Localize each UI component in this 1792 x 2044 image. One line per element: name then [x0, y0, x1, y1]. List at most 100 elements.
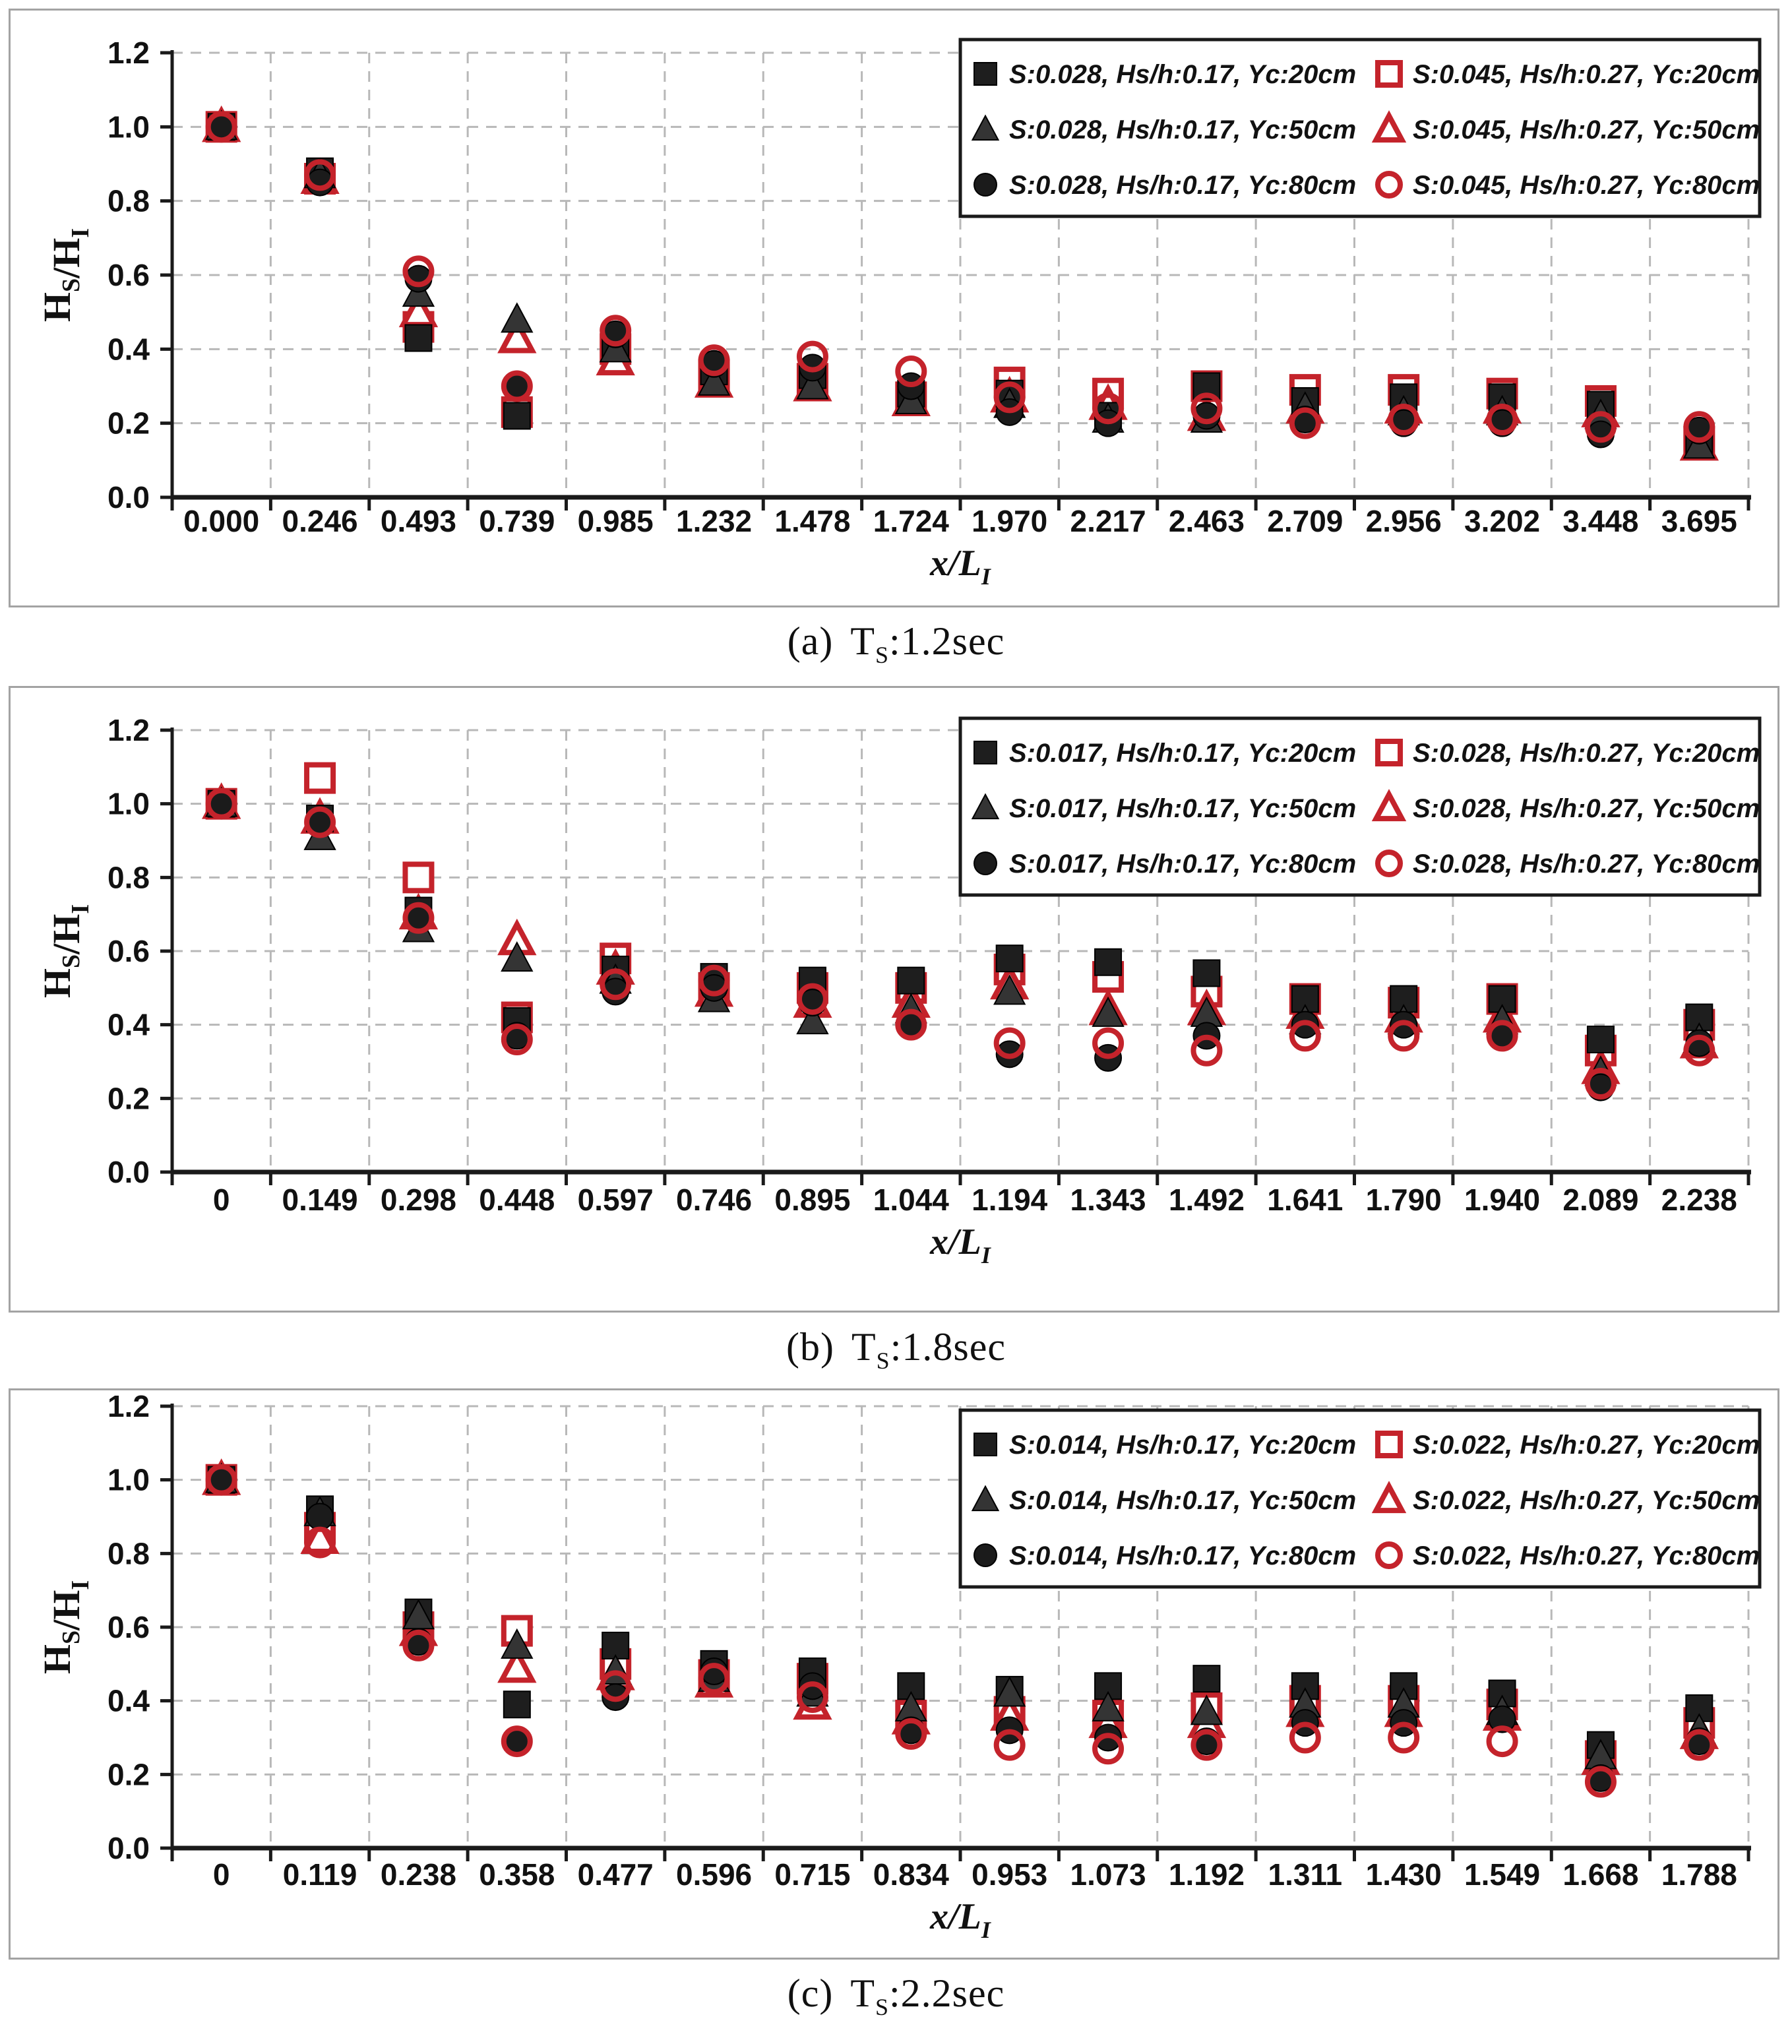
axes — [160, 1404, 1751, 1861]
x-tick-label: 1.641 — [1267, 1183, 1343, 1217]
caption-symbol-sub: S — [875, 1994, 889, 2020]
chart-b-canvas: 0.0 0.2 0.4 0.6 0.8 1.0 1.2 0 0.149 0.298 0.448 0.5… — [36, 713, 1762, 1268]
legend-label: S:0.028, Hs/h:0.27, Yc:80cm — [1413, 850, 1760, 879]
x-tick-label: 0.119 — [283, 1857, 357, 1892]
legend-label: S:0.017, Hs/h:0.17, Yc:50cm — [1009, 794, 1356, 823]
legend-label: S:0.014, Hs/h:0.17, Yc:20cm — [1009, 1431, 1356, 1460]
legend-label: S:0.028, Hs/h:0.17, Yc:50cm — [1009, 115, 1356, 144]
data-point — [402, 861, 435, 894]
data-point — [796, 1681, 828, 1714]
x-tick-label: 0.596 — [676, 1857, 752, 1892]
legend: S:0.028, Hs/h:0.17, Yc:20cm S:0.028, Hs/h… — [958, 38, 1762, 218]
data-point — [1388, 1721, 1420, 1754]
chart-panel-b: 0.0 0.2 0.4 0.6 0.8 1.0 1.2 0 0.149 0.298 0.448 0.5… — [9, 686, 1779, 1313]
data-point — [1190, 392, 1223, 425]
legend-label: S:0.028, Hs/h:0.17, Yc:80cm — [1009, 171, 1356, 200]
y-tick-label: 0.4 — [108, 332, 150, 366]
y-tick-label: 0.6 — [108, 1610, 150, 1644]
x-tick-label: 2.956 — [1366, 504, 1442, 538]
data-point — [1486, 1020, 1518, 1052]
x-tick-label: 0.834 — [873, 1857, 950, 1892]
legend-label: S:0.045, Hs/h:0.27, Yc:80cm — [1413, 171, 1760, 200]
y-tick-label: 0.0 — [108, 480, 150, 514]
data-point — [796, 1003, 829, 1035]
data-point — [304, 1526, 336, 1559]
x-tick-label: 0.358 — [479, 1857, 555, 1892]
x-tick-label: 3.202 — [1464, 504, 1540, 538]
data-point — [1289, 1020, 1321, 1052]
legend-marker-circle — [1375, 171, 1403, 199]
x-tick-labels: 0 0.149 0.298 0.448 0.597 0.746 0.895 1.044 1.19… — [213, 1183, 1737, 1217]
data-point — [402, 255, 435, 288]
x-tick-label: 0.238 — [381, 1857, 456, 1892]
series-red-circle — [205, 111, 1715, 443]
x-tick-label: 1.044 — [873, 1183, 950, 1217]
y-tick-label: 1.0 — [108, 787, 150, 821]
y-axis-title: HS/HI — [36, 1580, 94, 1674]
data-point — [897, 966, 925, 995]
data-point — [404, 324, 433, 352]
data-point — [995, 945, 1024, 973]
data-point — [501, 1024, 533, 1055]
legend-label: S:0.022, Hs/h:0.27, Yc:50cm — [1413, 1486, 1760, 1515]
data-point — [1488, 1705, 1516, 1733]
data-point — [1289, 407, 1321, 439]
legend-label: S:0.014, Hs/h:0.17, Yc:80cm — [1009, 1541, 1356, 1570]
x-tick-label: 0 — [213, 1183, 230, 1217]
x-tick-label: 1.492 — [1169, 1183, 1245, 1217]
x-tick-label: 0.246 — [282, 504, 358, 538]
data-point — [698, 344, 730, 377]
x-tick-label: 1.192 — [1169, 1857, 1245, 1892]
x-tick-label: 1.724 — [873, 504, 950, 538]
data-point — [1190, 1034, 1223, 1067]
caption-symbol: T — [851, 1325, 877, 1369]
x-tick-label: 1.788 — [1661, 1857, 1737, 1892]
y-tick-label: 0.2 — [108, 1757, 150, 1791]
data-point — [1190, 1694, 1223, 1725]
data-point — [698, 1663, 730, 1695]
data-point — [501, 941, 534, 972]
legend-marker-triangle — [1371, 789, 1407, 822]
data-point — [205, 788, 237, 820]
legend-marker-square — [973, 1433, 997, 1456]
data-point — [1584, 411, 1617, 443]
y-tick-label: 0.4 — [108, 1684, 150, 1718]
data-point — [1092, 1027, 1125, 1059]
caption-symbol: T — [850, 1971, 875, 2015]
x-tick-label: 0.715 — [774, 1857, 850, 1892]
data-point — [1683, 411, 1715, 443]
x-axis-title: x/LI — [929, 1896, 992, 1943]
legend-marker-triangle — [1371, 1481, 1407, 1514]
y-tick-label: 0.2 — [108, 1081, 150, 1115]
data-point — [1092, 392, 1125, 425]
y-tick-labels: 0.0 0.2 0.4 0.6 0.8 1.0 1.2 — [108, 713, 150, 1189]
x-tick-label: 1.549 — [1464, 1857, 1540, 1892]
series-red-circle — [205, 788, 1715, 1099]
y-tick-label: 0.0 — [108, 1831, 150, 1865]
caption-index: (b) — [786, 1325, 834, 1369]
x-tick-label: 0.597 — [578, 1183, 654, 1217]
chart-panel-c: 0.0 0.2 0.4 0.6 0.8 1.0 1.2 0 0.119 0.238 0.358 0.4… — [9, 1388, 1779, 1960]
legend-label: S:0.028, Hs/h:0.27, Yc:20cm — [1413, 739, 1760, 768]
data-point — [1388, 1020, 1420, 1052]
x-axis-title: x/LI — [929, 1222, 992, 1268]
axes — [160, 50, 1751, 511]
caption-suffix: :1.8sec — [890, 1325, 1006, 1369]
data-point — [895, 356, 927, 388]
x-tick-label: 0.298 — [381, 1183, 456, 1217]
legend-marker-square — [1375, 60, 1403, 88]
data-point — [501, 370, 533, 402]
legend-marker-circle — [973, 173, 997, 197]
data-point — [503, 1690, 531, 1719]
y-tick-label: 0.8 — [108, 1536, 150, 1570]
x-tick-label: 1.073 — [1070, 1857, 1146, 1892]
chart-b-caption: (b) TS:1.8sec — [0, 1324, 1792, 1375]
data-point — [697, 365, 731, 396]
x-tick-label: 0.746 — [676, 1183, 752, 1217]
legend-marker-triangle — [1371, 110, 1407, 143]
chart-a-caption: (a) TS:1.2sec — [0, 619, 1792, 669]
data-point — [205, 1464, 237, 1496]
x-tick-label: 3.695 — [1661, 504, 1737, 538]
x-tick-label: 1.343 — [1070, 1183, 1146, 1217]
